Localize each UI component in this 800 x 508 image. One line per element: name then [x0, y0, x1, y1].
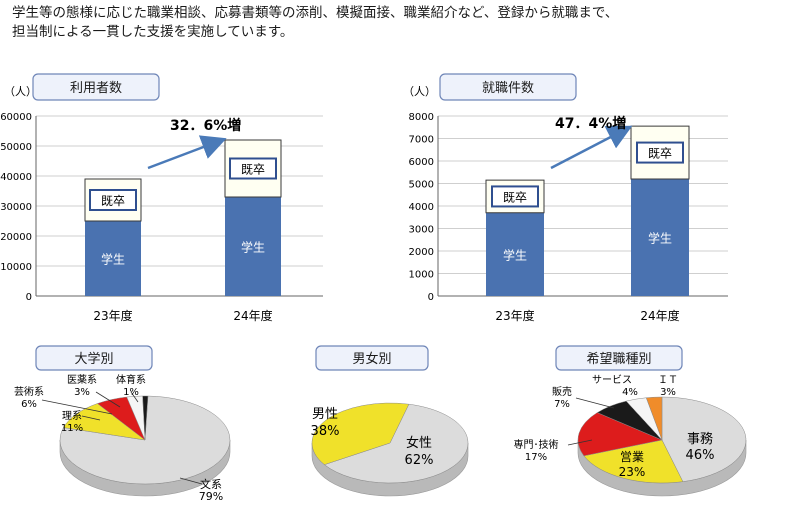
chart2-x-tick-label: 23年度	[495, 308, 534, 323]
chart5-pie-slice	[583, 439, 684, 484]
chart2-y-tick-label: 2000	[409, 247, 434, 258]
chart3-leader-line	[130, 391, 139, 403]
chart2-unit-label: （人）	[403, 85, 436, 98]
chart5-title-box	[555, 345, 683, 371]
chart5-leader-line	[575, 397, 615, 409]
chart1-label-graduate: 既卒	[241, 163, 265, 177]
chart2-bar-student	[631, 179, 689, 296]
chart2-y-tick-label: 1000	[409, 270, 434, 281]
chart4-title: 男女別	[352, 351, 391, 367]
chart5-title: 希望職種別	[586, 351, 651, 367]
chart2-label-student: 学生	[648, 231, 672, 246]
chart1-growth-annotation: 32．6%増	[170, 117, 241, 134]
chart5-pie-slice	[645, 396, 663, 441]
chart2-label-graduate: 既卒	[648, 147, 672, 161]
chart3-leader-line	[95, 391, 121, 408]
chart4-slice-pct: 38%	[311, 424, 340, 439]
chart5-slice-label: 事務	[687, 432, 713, 447]
chart2-y-tick-label: 5000	[409, 180, 434, 191]
chart1-label-student: 学生	[241, 240, 265, 255]
chart5-slice-pct: 23%	[619, 465, 646, 479]
chart5-slice-pct: 46%	[686, 448, 715, 463]
chart1-y-tick-label: 0	[26, 292, 32, 303]
chart4-pie-slice	[311, 402, 410, 465]
chart1-label-graduate: 既卒	[101, 194, 125, 208]
chart2-label-student: 学生	[503, 247, 527, 262]
chart2-growth-arrow	[550, 125, 633, 170]
intro-line-2: 担当制による一貫した支援を実施しています。	[12, 24, 294, 40]
chart5-slice-label: 営業	[620, 450, 644, 464]
chart5-slice-pct: 4%	[622, 387, 638, 398]
chart2-bar-student	[486, 212, 544, 296]
chart1-y-tick-label: 40000	[0, 172, 32, 183]
chart1-y-tick-label: 50000	[0, 142, 32, 153]
chart1-x-tick-label: 23年度	[93, 308, 132, 323]
chart1-y-tick-label: 20000	[0, 232, 32, 243]
chart1-title-box	[32, 73, 160, 101]
chart3-title-box	[35, 345, 153, 371]
chart2-y-tick-label: 4000	[409, 202, 434, 213]
chart1-x-tick-label: 24年度	[233, 308, 272, 323]
chart2-y-tick-label: 6000	[409, 157, 434, 168]
chart5-slice-label: 販売	[552, 385, 572, 398]
chart2-y-tick-label: 0	[428, 292, 434, 303]
chart2-label-graduate-box	[491, 185, 539, 208]
chart3-slice-pct: 79%	[199, 490, 223, 503]
chart1-label-graduate-box	[89, 189, 137, 211]
chart1-bar-student	[85, 221, 141, 296]
chart2-y-tick-label: 8000	[409, 112, 434, 123]
chart1-unit-label: （人）	[4, 85, 37, 98]
chart3-slice-label: 体育系	[116, 373, 146, 386]
chart3-leader-line	[179, 477, 203, 485]
chart1-y-tick-label: 60000	[0, 112, 32, 123]
chart4-slice-label: 男性	[312, 407, 338, 422]
chart3-slice-pct: 11%	[61, 423, 83, 434]
chart2-label-graduate: 既卒	[503, 190, 527, 204]
chart3-slice-label: 医薬系	[67, 374, 97, 386]
intro-text: 学生等の態様に応じた職業相談、応募書類等の添削、模擬面接、職業紹介など、登録から…	[12, 4, 792, 42]
chart1-y-tick-label: 10000	[0, 262, 32, 273]
intro-line-1: 学生等の態様に応じた職業相談、応募書類等の添削、模擬面接、職業紹介など、登録から…	[12, 5, 619, 21]
chart4-slice-label: 女性	[406, 435, 432, 451]
chart1-growth-arrow	[147, 135, 227, 170]
chart2-label-graduate-box	[636, 141, 684, 164]
chart2-growth-annotation: 47．4%増	[555, 115, 626, 132]
chart4-title-box	[315, 345, 429, 371]
chart2-title: 就職件数	[482, 81, 534, 96]
chart3-pie-slice	[142, 395, 149, 441]
chart2-x-tick-label: 24年度	[640, 308, 679, 323]
chart3-leader-line	[41, 399, 113, 415]
chart5-slice-pct: 7%	[554, 399, 570, 410]
chart5-leader-line	[567, 439, 593, 446]
chart3-slice-label: 理系	[62, 410, 82, 422]
chart5-slice-pct: 17%	[525, 452, 547, 463]
chart3-slice-pct: 6%	[21, 399, 37, 410]
chart3-slice-pct: 3%	[74, 387, 90, 398]
chart3-slice-label: 文系	[200, 477, 222, 491]
chart3-slice-pct: 1%	[123, 387, 139, 398]
chart2-y-tick-label: 3000	[409, 225, 434, 236]
chart2-y-tick-label: 7000	[409, 135, 434, 146]
chart3-slice-label: 芸術系	[14, 385, 44, 398]
chart4-pie-slice	[323, 403, 469, 484]
chart3-title: 大学別	[74, 351, 113, 367]
chart5-slice-label: ＩＴ	[658, 375, 678, 386]
chart1-title: 利用者数	[70, 81, 122, 96]
chart5-slice-label: 専門･技術	[514, 438, 559, 451]
chart4-slice-pct: 62%	[405, 453, 434, 468]
chart5-slice-label: サービス	[592, 374, 632, 386]
chart2-title-box	[439, 73, 577, 101]
chart1-y-tick-label: 30000	[0, 202, 32, 213]
chart5-pie-slice	[577, 412, 663, 457]
chart1-bar-student	[225, 197, 281, 296]
chart5-slice-pct: 3%	[660, 387, 676, 398]
chart1-label-student: 学生	[101, 252, 125, 267]
chart1-label-graduate-box	[229, 157, 277, 180]
chart3-leader-line	[81, 415, 101, 421]
chart5-pie-slice	[661, 396, 747, 482]
